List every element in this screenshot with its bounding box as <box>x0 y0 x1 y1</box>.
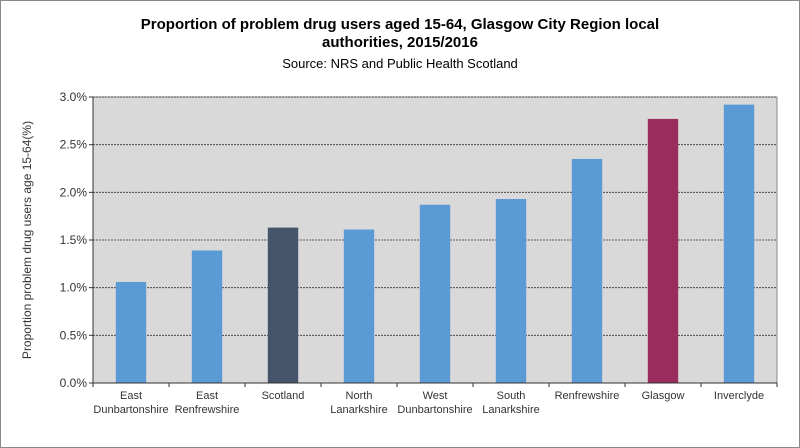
x-tick-label: Renfrewshire <box>555 390 620 402</box>
y-axis-label: Proportion problem drug users age 15-64(… <box>20 121 34 359</box>
bar-west-dunbartonshire <box>419 204 451 383</box>
x-tick-label: North <box>346 390 373 402</box>
bar-glasgow <box>647 118 679 383</box>
x-tick-label: Scotland <box>262 390 305 402</box>
x-tick-label: East <box>120 390 142 402</box>
y-tick-label: 3.0% <box>60 90 88 104</box>
x-tick-label: Glasgow <box>642 390 685 402</box>
x-tick-label: Dunbartonshire <box>93 404 168 416</box>
x-tick-label: Lanarkshire <box>330 404 387 416</box>
x-tick-label: East <box>196 390 218 402</box>
x-tick-label: Dunbartonshire <box>397 404 472 416</box>
x-tick-label: West <box>423 390 448 402</box>
chart-subtitle: Source: NRS and Public Health Scotland <box>282 56 518 71</box>
y-tick-label: 1.5% <box>60 233 88 247</box>
chart-title-line: authorities, 2015/2016 <box>322 34 478 51</box>
chart-title: Proportion of problem drug users aged 15… <box>0 16 800 52</box>
x-tick-label: Inverclyde <box>714 390 764 402</box>
y-tick-label: 2.5% <box>60 138 88 152</box>
bar-east-renfrewshire <box>191 250 223 383</box>
y-tick-label: 2.0% <box>60 185 88 199</box>
bar-scotland <box>267 227 299 383</box>
bar-renfrewshire <box>571 158 603 383</box>
x-tick-label: Lanarkshire <box>482 404 539 416</box>
chart-title-line: Proportion of problem drug users aged 15… <box>140 16 660 33</box>
bar-north-lanarkshire <box>343 229 375 383</box>
bar-east-dunbartonshire <box>115 281 147 383</box>
y-tick-label: 0.0% <box>60 376 88 390</box>
y-tick-label: 0.5% <box>60 328 88 342</box>
y-tick-label: 1.0% <box>60 281 88 295</box>
x-tick-label: Renfrewshire <box>175 404 240 416</box>
bar-inverclyde <box>723 104 755 384</box>
bar-south-lanarkshire <box>495 199 527 383</box>
x-tick-label: South <box>497 390 526 402</box>
